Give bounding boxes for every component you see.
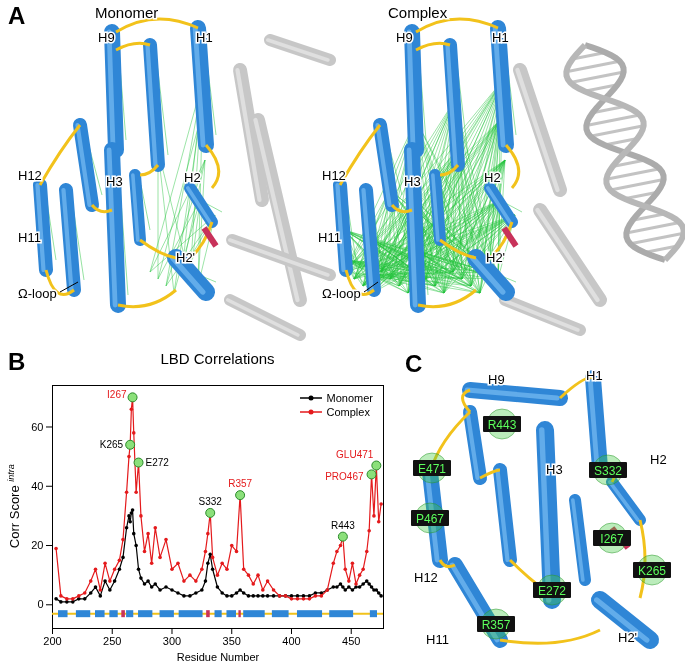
svg-text:H11: H11 [18, 230, 41, 245]
svg-text:GLU471: GLU471 [336, 449, 374, 460]
svg-text:H2': H2' [486, 250, 505, 265]
svg-text:H1: H1 [492, 30, 509, 45]
svg-text:PRO467: PRO467 [325, 471, 364, 482]
svg-text:H1: H1 [586, 368, 603, 383]
svg-text:E471: E471 [418, 462, 446, 476]
svg-text:R443: R443 [331, 520, 355, 531]
svg-text:H2': H2' [618, 630, 637, 645]
svg-text:H9: H9 [98, 30, 115, 45]
svg-text:S332: S332 [199, 496, 223, 507]
svg-text:B: B [8, 348, 25, 375]
svg-text:200: 200 [43, 635, 61, 647]
svg-text:A: A [8, 2, 25, 29]
svg-text:H12: H12 [18, 168, 42, 183]
svg-text:400: 400 [282, 635, 300, 647]
svg-text:P467: P467 [416, 512, 444, 526]
svg-text:S332: S332 [594, 464, 622, 478]
html-text:LBD Correlations: LBD Correlations [160, 350, 275, 367]
svg-text:H12: H12 [322, 168, 346, 183]
html-text:Corr Score: Corr Score [7, 481, 23, 548]
svg-text:E272: E272 [538, 584, 566, 598]
svg-text:250: 250 [103, 635, 121, 647]
html-text:intra: intra [5, 463, 16, 482]
svg-text:Ω-loop: Ω-loop [322, 286, 361, 301]
svg-text:H2': H2' [176, 250, 195, 265]
svg-text:E272: E272 [146, 457, 170, 468]
svg-text:H3: H3 [546, 462, 563, 477]
svg-text:H3: H3 [106, 174, 123, 189]
svg-text:40: 40 [31, 480, 43, 492]
html-text:Monomer: Monomer [326, 392, 373, 404]
svg-text:R357: R357 [228, 478, 252, 489]
svg-text:Ω-loop: Ω-loop [18, 286, 57, 301]
html-text:Complex: Complex [326, 406, 370, 418]
svg-text:I267: I267 [107, 389, 127, 400]
svg-text:K265: K265 [638, 564, 666, 578]
svg-text:H12: H12 [414, 570, 438, 585]
svg-text:H3: H3 [404, 174, 421, 189]
svg-text:I267: I267 [600, 532, 624, 546]
svg-text:450: 450 [342, 635, 360, 647]
svg-text:H11: H11 [426, 632, 449, 647]
svg-text:H2: H2 [484, 170, 501, 185]
svg-text:350: 350 [223, 635, 241, 647]
svg-text:R357: R357 [482, 618, 511, 632]
svg-text:C: C [405, 350, 422, 377]
svg-text:R443: R443 [488, 418, 517, 432]
svg-text:H9: H9 [488, 372, 505, 387]
svg-text:H9: H9 [396, 30, 413, 45]
svg-text:Monomer: Monomer [95, 4, 158, 21]
svg-text:300: 300 [163, 635, 181, 647]
svg-text:H2: H2 [184, 170, 201, 185]
svg-text:0: 0 [37, 598, 43, 610]
svg-text:Complex: Complex [388, 4, 448, 21]
svg-text:K265: K265 [100, 439, 124, 450]
svg-text:H2: H2 [650, 452, 667, 467]
svg-text:H11: H11 [318, 230, 341, 245]
svg-text:20: 20 [31, 539, 43, 551]
svg-text:Residue Number: Residue Number [177, 651, 260, 663]
svg-text:H1: H1 [196, 30, 213, 45]
svg-text:60: 60 [31, 421, 43, 433]
